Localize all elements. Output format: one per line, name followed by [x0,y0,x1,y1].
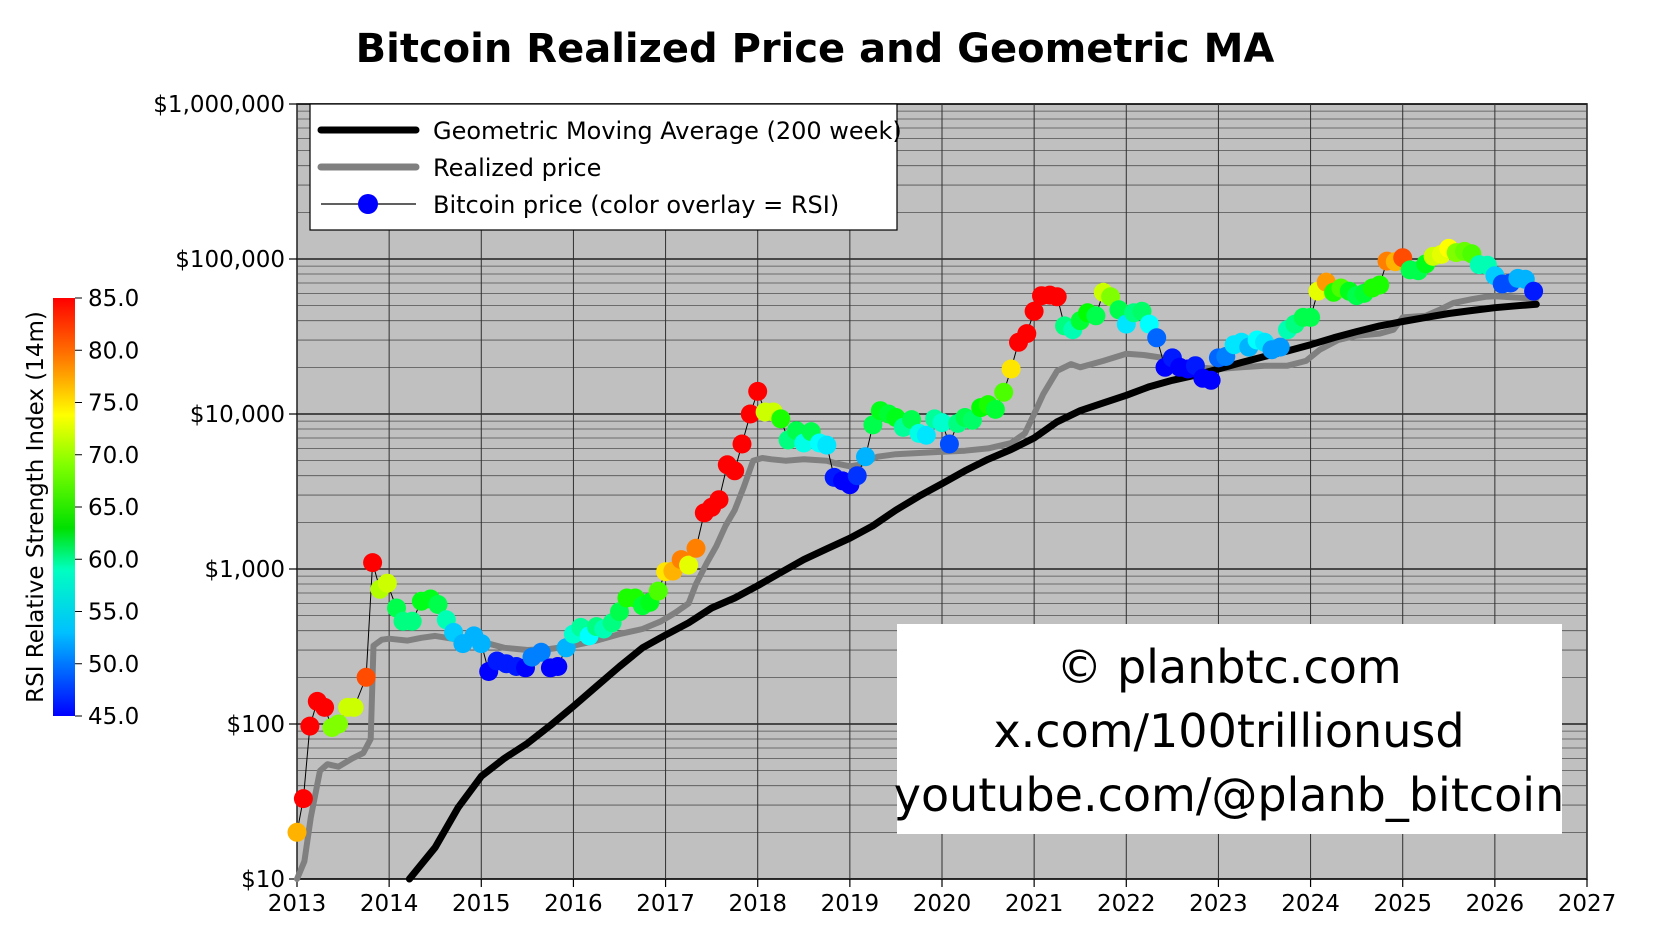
bitcoin-price-point [1147,328,1167,348]
bitcoin-price-point [471,634,491,654]
bitcoin-price-point [679,555,699,575]
watermark-line-1: © planbtc.com [1056,640,1401,694]
bitcoin-price-point [939,434,959,454]
x-tick-label: 2025 [1373,891,1432,917]
bitcoin-price-point [847,466,867,486]
colorbar-label: RSI Relative Strength Index (14m) [23,311,49,703]
bitcoin-price-point [1201,370,1221,390]
bitcoin-price-point [648,581,668,601]
bitcoin-price-point [1017,324,1037,344]
bitcoin-price-point [356,667,376,687]
colorbar-tick-label: 75.0 [88,391,139,417]
bitcoin-price-point [293,789,313,809]
y-tick-label: $1,000 [205,557,285,583]
bitcoin-price-series [287,238,1544,842]
colorbar-tick-label: 60.0 [88,547,139,573]
bitcoin-price-point [916,425,936,445]
x-tick-label: 2027 [1558,891,1617,917]
x-tick-label: 2026 [1466,891,1525,917]
bitcoin-price-point [287,822,307,842]
bitcoin-price-point [402,611,422,631]
bitcoin-price-point [1047,287,1067,307]
bitcoin-price-point [1109,300,1129,320]
colorbar-gradient [53,298,75,716]
rsi-colorbar: 85.0 80.0 75.0 70.0 65.0 60.0 55.0 50.0 45.0 RSI… [23,286,139,730]
y-tick-label: $100,000 [175,247,285,273]
bitcoin-price-point [548,657,568,676]
y-tick-label: $10,000 [190,402,285,428]
colorbar-tick-label: 80.0 [88,338,139,364]
bitcoin-price-point [300,716,320,736]
x-tick-label: 2015 [452,891,511,917]
bitcoin-price-point [725,461,745,481]
watermark-box [897,624,1562,834]
bitcoin-price-point [1524,281,1544,301]
bitcoin-price-point [428,595,448,614]
bitcoin-price-point [994,382,1014,402]
colorbar-tick-label: 65.0 [88,495,139,521]
x-tick-label: 2020 [913,891,972,917]
legend-label-gma: Geometric Moving Average (200 week) [433,117,902,145]
legend-label-price: Bitcoin price (color overlay = RSI) [433,191,839,219]
x-tick-label: 2014 [360,891,419,917]
x-tick-label: 2024 [1281,891,1340,917]
colorbar-tick-label: 55.0 [88,600,139,626]
bitcoin-price-point [863,415,883,435]
realized-price-line [294,293,1540,882]
x-tick-label: 2017 [636,891,695,917]
y-tick-label: $10 [241,867,285,893]
colorbar-tick-label: 45.0 [88,704,139,730]
bitcoin-price-point [748,381,768,401]
y-tick-label: $1,000,000 [153,92,285,118]
bitcoin-price-point [985,399,1005,419]
x-tick-label: 2016 [544,891,603,917]
bitcoin-price-point [856,447,875,467]
x-tick-label: 2019 [821,891,880,917]
bitcoin-price-point [771,409,791,429]
colorbar-ticks: 85.0 80.0 75.0 70.0 65.0 60.0 55.0 50.0 45.0 [75,286,139,730]
bitcoin-price-point [1086,306,1106,326]
bitcoin-price-point [1301,307,1321,327]
colorbar-tick-label: 70.0 [88,443,139,469]
bitcoin-price-point [363,553,383,573]
bitcoin-price-point [732,434,752,454]
colorbar-tick-label: 85.0 [88,286,139,312]
x-tick-label: 2021 [1005,891,1064,917]
bitcoin-price-point [531,642,551,662]
bitcoin-price-point [932,413,952,433]
bitcoin-price-point [817,435,837,455]
x-tick-label: 2022 [1097,891,1156,917]
bitcoin-price-point [1001,359,1021,379]
watermark-line-3: youtube.com/@planb_bitcoin [894,768,1564,822]
chart-title: Bitcoin Realized Price and Geometric MA [356,26,1275,72]
y-axis: $10 $100 $1,000 $10,000 $100,000 $1,000,000 [153,92,297,893]
bitcoin-price-point [1370,275,1390,295]
bitcoin-price-point [1270,337,1290,357]
legend: Geometric Moving Average (200 week) Real… [309,103,902,231]
bitcoin-price-point [377,573,397,593]
bitcoin-price-point [709,490,729,510]
bitcoin-price-point [686,538,706,558]
watermark-line-2: x.com/100trillionusd [993,704,1464,758]
y-tick-label: $100 [226,712,285,738]
x-tick-label: 2013 [268,891,327,917]
legend-label-realized: Realized price [433,154,601,182]
bitcoin-price-point [329,714,348,734]
legend-swatch-price-marker [358,194,378,214]
bitcoin-price-point [315,697,335,717]
geometric-ma-line [405,300,1540,883]
x-tick-label: 2023 [1189,891,1248,917]
series-lines [294,293,1540,883]
watermark: © planbtc.com x.com/100trillionusd youtu… [894,624,1564,834]
bitcoin-price-point [344,697,364,717]
bitcoin-price-point [1024,301,1044,321]
colorbar-tick-label: 50.0 [88,652,139,678]
x-tick-label: 2018 [728,891,787,917]
x-axis: 2013 2014 2015 2016 2017 2018 2019 2020 2021 2022… [268,879,1617,917]
bitcoin-price-point [740,404,760,424]
